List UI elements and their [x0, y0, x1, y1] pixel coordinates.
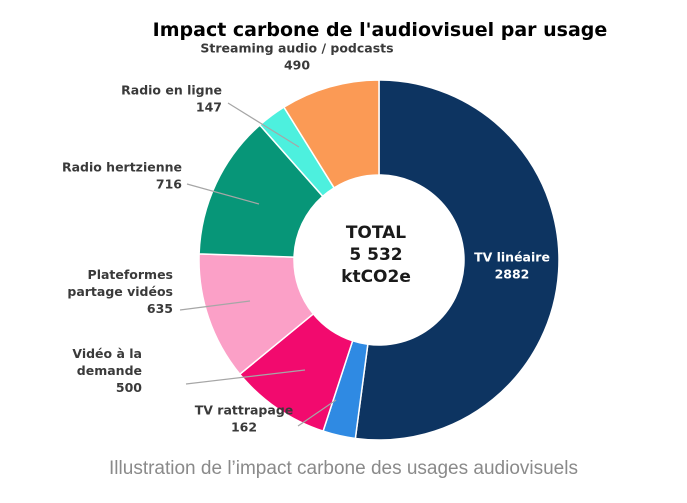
slice-label: TV rattrapage 162 — [195, 403, 294, 435]
slice-label: Radio en ligne 147 — [121, 83, 222, 115]
slice-label: Streaming audio / podcasts 490 — [200, 41, 393, 73]
slice-value: 2882 — [495, 267, 530, 282]
chart-title: Impact carbone de l'audiovisuel par usag… — [153, 19, 608, 41]
leader-line — [185, 369, 306, 385]
slice-value: 635 — [147, 301, 173, 316]
leader-line — [179, 300, 251, 311]
leader-lines — [179, 102, 337, 427]
leader-line — [227, 102, 300, 148]
slice-value: 716 — [156, 177, 182, 192]
slice-label: Vidéo à la demande 500 — [72, 346, 142, 395]
donut-center-text: TOTAL 5 532 ktCO2e — [341, 223, 411, 287]
slice-labels: TV linéaire 2882 TV rattrapage 162 Vidéo à l… — [62, 41, 550, 435]
donut-chart: Impact carbone de l'audiovisuel par usag… — [62, 19, 608, 441]
figure-caption: Illustration de l’impact carbone des usa… — [109, 458, 578, 479]
slice-value: 500 — [116, 380, 142, 395]
total-label: TOTAL 5 532 ktCO2e — [341, 223, 411, 287]
slice-tv-lin-aire — [354, 79, 560, 441]
slice-value: 490 — [284, 58, 310, 73]
slice-label: Radio hertzienne 716 — [62, 160, 182, 192]
slice-radio-hertzienne — [198, 124, 324, 258]
slice-label: TV linéaire 2882 — [474, 250, 550, 282]
slice-label: Plateformes partage vidéos 635 — [67, 267, 173, 316]
slice-streaming-audio-podcasts — [282, 79, 380, 189]
leader-line — [186, 183, 260, 205]
slice-value: 162 — [231, 420, 257, 435]
slice-value: 147 — [196, 100, 222, 115]
leader-line — [297, 399, 337, 427]
donut-slices — [198, 79, 560, 441]
